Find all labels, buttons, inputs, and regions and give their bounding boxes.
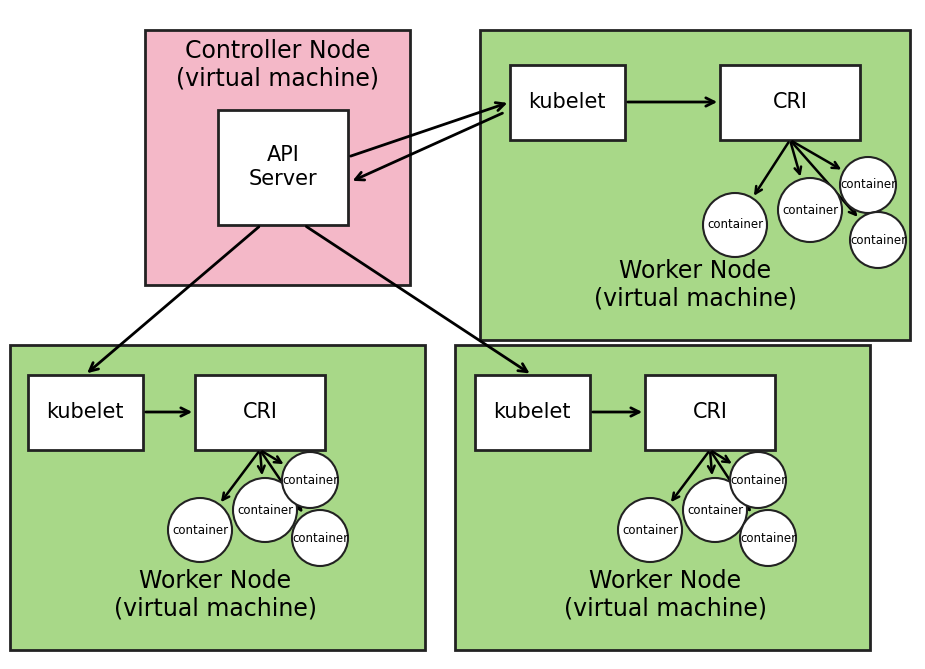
Text: container: container [172, 524, 228, 537]
Text: CRI: CRI [693, 402, 727, 422]
Text: Worker Node
(virtual machine): Worker Node (virtual machine) [563, 569, 767, 621]
Circle shape [618, 498, 682, 562]
Text: API
Server: API Server [249, 145, 317, 189]
Circle shape [703, 193, 767, 257]
Text: container: container [707, 219, 763, 231]
Text: Worker Node
(virtual machine): Worker Node (virtual machine) [594, 259, 796, 311]
Bar [455, 345, 870, 650]
Circle shape [840, 157, 896, 213]
Text: container: container [840, 179, 896, 191]
Circle shape [730, 452, 786, 508]
Text: container: container [730, 474, 786, 486]
Circle shape [233, 478, 297, 542]
Text: container: container [292, 531, 348, 545]
Circle shape [168, 498, 232, 562]
Bar [645, 375, 775, 450]
Text: container: container [850, 233, 906, 246]
Text: container: container [237, 504, 293, 516]
Text: kubelet: kubelet [46, 402, 124, 422]
Text: kubelet: kubelet [528, 92, 606, 112]
Bar [475, 375, 590, 450]
Bar [28, 375, 143, 450]
Circle shape [740, 510, 796, 566]
Text: Controller Node
(virtual machine): Controller Node (virtual machine) [177, 39, 379, 91]
Bar [10, 345, 425, 650]
Bar [145, 30, 410, 285]
Text: container: container [782, 203, 838, 217]
Text: container: container [622, 524, 678, 537]
Text: CRI: CRI [772, 92, 808, 112]
Text: container: container [282, 474, 338, 486]
Circle shape [683, 478, 747, 542]
Circle shape [778, 178, 842, 242]
Text: CRI: CRI [242, 402, 278, 422]
Circle shape [282, 452, 338, 508]
Text: container: container [740, 531, 796, 545]
Bar [510, 65, 625, 140]
Circle shape [292, 510, 348, 566]
Bar [195, 375, 325, 450]
Text: container: container [687, 504, 743, 516]
Text: kubelet: kubelet [493, 402, 571, 422]
Text: Worker Node
(virtual machine): Worker Node (virtual machine) [114, 569, 316, 621]
Bar [218, 110, 348, 225]
Circle shape [850, 212, 906, 268]
Bar [480, 30, 910, 340]
Bar [720, 65, 860, 140]
